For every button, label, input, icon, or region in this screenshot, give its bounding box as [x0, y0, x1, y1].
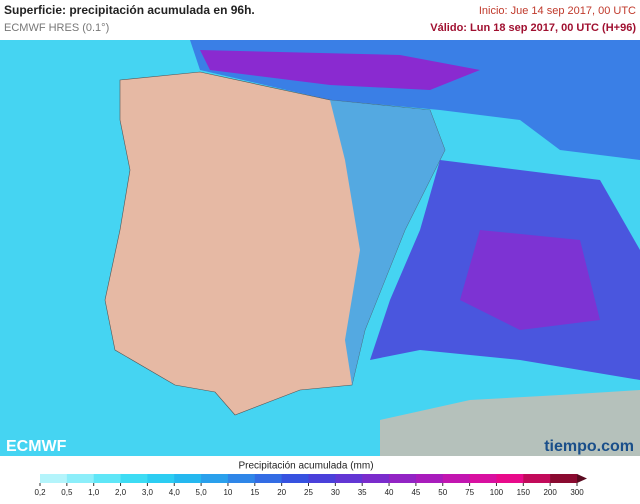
- legend-label: 150: [517, 488, 531, 497]
- legend-label: 20: [277, 488, 286, 497]
- legend-label: 15: [250, 488, 259, 497]
- legend: 0,2 0,5 1,0 2,0 3,0 4,0 5,0 10 15 20 25 30 35 40 45 50 7…: [34, 474, 587, 497]
- legend-swatch: [201, 474, 229, 483]
- legend-label: 5,0: [196, 488, 208, 497]
- legend-label: 200: [543, 488, 557, 497]
- east-precip: [330, 100, 445, 385]
- start-time: Inicio: Jue 14 sep 2017, 00 UTC: [479, 5, 636, 17]
- legend-swatch: [523, 474, 551, 483]
- legend-swatch: [254, 474, 283, 483]
- legend-swatch: [120, 474, 148, 483]
- legend-label: 0,2: [34, 488, 46, 497]
- legend-label: 2,0: [115, 488, 127, 497]
- legend-swatch: [496, 474, 524, 483]
- legend-label: 10: [223, 488, 232, 497]
- legend-swatch: [442, 474, 471, 483]
- legend-swatch: [389, 474, 417, 483]
- heavy-precip: [460, 230, 600, 330]
- legend-swatch: [174, 474, 202, 483]
- legend-label: 0,5: [61, 488, 73, 497]
- legend-swatch: [469, 474, 497, 483]
- legend-swatch: [40, 474, 68, 483]
- legend-arrow: [577, 474, 587, 483]
- model-name: ECMWF HRES (0.1°): [4, 22, 109, 34]
- legend-swatch: [147, 474, 175, 483]
- legend-label: 1,0: [88, 488, 100, 497]
- legend-swatch: [335, 474, 363, 483]
- legend-swatch: [550, 474, 578, 483]
- pyrenees-precip: [200, 50, 480, 90]
- legend-label: 100: [490, 488, 504, 497]
- legend-swatch: [415, 474, 444, 483]
- legend-label: 75: [465, 488, 474, 497]
- legend-label: 4,0: [169, 488, 181, 497]
- legend-label: 40: [385, 488, 394, 497]
- legend-label: 30: [331, 488, 340, 497]
- legend-swatch: [362, 474, 390, 483]
- legend-swatch: [281, 474, 309, 483]
- legend-swatch: [227, 474, 256, 483]
- legend-label: 3,0: [142, 488, 154, 497]
- legend-label: 35: [358, 488, 367, 497]
- valid-time: Válido: Lun 18 sep 2017, 00 UTC (H+96): [430, 22, 636, 34]
- legend-label: 300: [570, 488, 584, 497]
- africa-land: [380, 390, 640, 456]
- legend-title: Precipitación acumulada (mm): [238, 461, 373, 472]
- map: [0, 40, 640, 456]
- legend-swatch: [93, 474, 122, 483]
- legend-swatch: [66, 474, 95, 483]
- legend-label: 45: [411, 488, 420, 497]
- legend-label: 50: [438, 488, 447, 497]
- map-title: Superficie: precipitación acumulada en 9…: [4, 3, 255, 17]
- legend-swatch: [308, 474, 336, 483]
- tiempo-logo: tiempo.com: [544, 438, 634, 455]
- ecmwf-logo: ECMWF: [6, 438, 67, 455]
- legend-label: 25: [304, 488, 313, 497]
